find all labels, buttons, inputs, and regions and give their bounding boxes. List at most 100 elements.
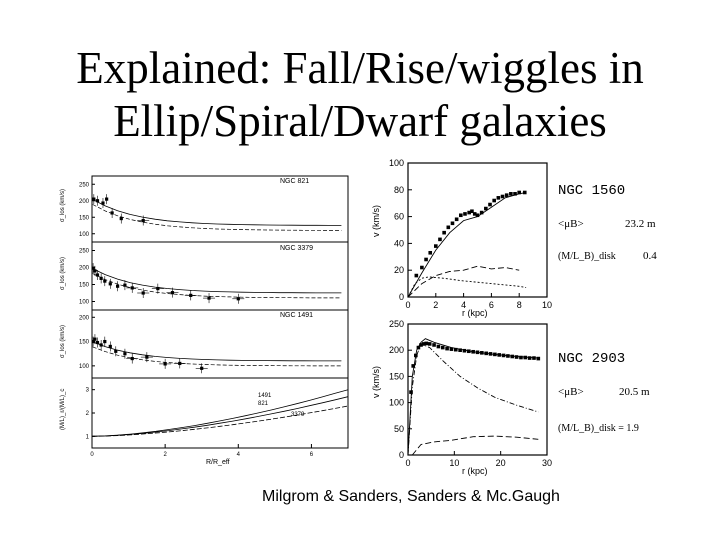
chart0-data-point [517, 190, 521, 195]
left-model-curve [92, 341, 342, 362]
left-ytick-label: 200 [79, 315, 90, 321]
chart1-data-point [536, 356, 541, 361]
ngc1560-gas-curve [407, 265, 520, 298]
chart1-data-point [510, 354, 515, 359]
chart1-data-point [467, 349, 471, 354]
ngc2903-ylabel: v (km/s) [371, 366, 381, 398]
chart1-data-point [436, 344, 441, 349]
chart0-data-point [454, 217, 459, 222]
chart1-data-point [506, 354, 510, 358]
chart0-xtick-label: 2 [433, 300, 438, 310]
panel-ngc1491: NGC 1491 [91, 312, 342, 374]
chart1-data-point [453, 347, 458, 352]
chart1-ytick-label: 200 [389, 345, 404, 355]
chart1-data-point [514, 355, 519, 359]
chart1-ytick-label: 0 [399, 450, 404, 460]
chart1-data-point [458, 348, 462, 352]
chart1-data-point [414, 353, 418, 358]
chart0-data-point [513, 192, 517, 196]
left-ytick-label: 2 [86, 411, 90, 417]
chart0-xtick-label: 6 [489, 300, 494, 310]
chart1-data-point [449, 347, 454, 351]
chart1-data-point [440, 345, 445, 350]
chart1-data-point [480, 351, 484, 355]
chart0-data-point [463, 212, 467, 216]
chart1-frame [407, 323, 548, 456]
elliptical-dispersion-figure: 250 200 150 100 250 200 150 100 200 150 100 3 2 1 0 2 4 6… [60, 175, 349, 466]
chart0-data-point [434, 244, 438, 248]
chart1-data-point [421, 342, 426, 346]
chart1-data-point [416, 345, 421, 350]
chart1-data-point [471, 349, 475, 354]
chart0-data-point [504, 193, 509, 197]
chart1-data-point [424, 341, 429, 346]
left-ytick-label: 150 [79, 340, 90, 346]
left-ylabel-2: σ_los (km/s) [60, 325, 66, 358]
ngc1560-mu-value: 23.2 m [625, 218, 656, 230]
chart1-data-point [501, 353, 506, 358]
chart0-xtick-label: 10 [542, 300, 552, 310]
chart0-xtick-label: 8 [517, 300, 522, 310]
left-ytick-label: 200 [79, 199, 90, 205]
chart0-frame [407, 162, 548, 298]
left-ytick-label: 250 [79, 249, 90, 255]
chart1-data-point [519, 355, 523, 360]
ngc1560-disk-curve [407, 276, 527, 298]
ngc2903-rotation-curve: 0 10 20 30 0 50 100 150 200 250 NGC 2903 <μB> 20.… [371, 319, 650, 476]
left-xtick-label: 0 [90, 452, 94, 458]
chart1-data-point [488, 352, 493, 356]
left-xtick-label: 6 [310, 452, 314, 458]
left-model-curve [92, 268, 342, 294]
left-panel-frame [91, 241, 349, 311]
ngc1560-model-curve [407, 192, 527, 298]
chart1-ytick-label: 150 [389, 371, 404, 381]
chart1-data-point [432, 343, 436, 347]
chart0-data-point [479, 210, 484, 215]
chart1-data-point [523, 355, 528, 360]
left-ytick-label: 100 [79, 300, 90, 306]
ngc2903-galaxy-label: NGC 2903 [558, 351, 625, 367]
chart0-data-point [472, 212, 477, 216]
panel-label-ngc3379: NGC 3379 [280, 245, 313, 252]
slide-title-line1: Explained: Fall/Rise/wiggles in [76, 43, 644, 93]
chart0-ytick-label: 60 [394, 212, 404, 222]
ngc2903-gas-curve [411, 435, 539, 456]
panel-label-ngc821: NGC 821 [280, 178, 309, 185]
left-ylabel-3: (M/L)_r/(M/L)_c [60, 389, 66, 430]
panel-ngc821: NGC 821 [92, 178, 342, 231]
chart1-data-point [475, 350, 480, 355]
left-ytick-label: 100 [79, 232, 90, 238]
chart0-ytick-label: 80 [394, 185, 404, 195]
curve-label-1491: 1491 [258, 393, 272, 399]
chart1-xtick-label: 0 [405, 458, 410, 468]
chart0-data-point [500, 194, 505, 199]
left-model-curve [92, 199, 342, 226]
chart0-ytick-label: 20 [394, 265, 404, 275]
slide-title-line2: Ellip/Spiral/Dwarf galaxies [113, 96, 607, 146]
chart0-data-point [428, 250, 433, 255]
ngc2903-xlabel: r (kpc) [462, 466, 488, 476]
left-panel-frame [91, 175, 349, 243]
ngc2903-ml-label: (M/L_B)_disk = 1.9 [558, 423, 639, 434]
chart1-xtick-label: 20 [496, 458, 506, 468]
chart1-ytick-label: 100 [389, 398, 404, 408]
chart1-data-point [409, 390, 413, 394]
chart1-data-point [419, 343, 423, 347]
left-ytick-label: 1 [86, 434, 90, 440]
figure-credit-caption: Milgrom & Sanders, Sanders & Mc.Gaugh [262, 488, 560, 505]
chart0-data-point [446, 225, 451, 230]
left-xtick-label: 4 [237, 452, 241, 458]
ngc1560-xlabel: r (kpc) [462, 308, 488, 318]
chart0-data-point [475, 213, 480, 218]
chart0-data-point [438, 237, 442, 242]
curve-label-821: 821 [258, 401, 269, 407]
chart1-data-point [484, 351, 488, 356]
chart0-ytick-label: 0 [399, 292, 404, 302]
ngc2903-mu-value: 20.5 m [619, 386, 650, 398]
left-model-curve-dashed [92, 346, 342, 367]
chart1-data-point [445, 346, 449, 351]
ngc2903-disk-curve [407, 343, 539, 456]
left-panel-frame [91, 309, 349, 379]
chart0-data-point [420, 265, 424, 270]
